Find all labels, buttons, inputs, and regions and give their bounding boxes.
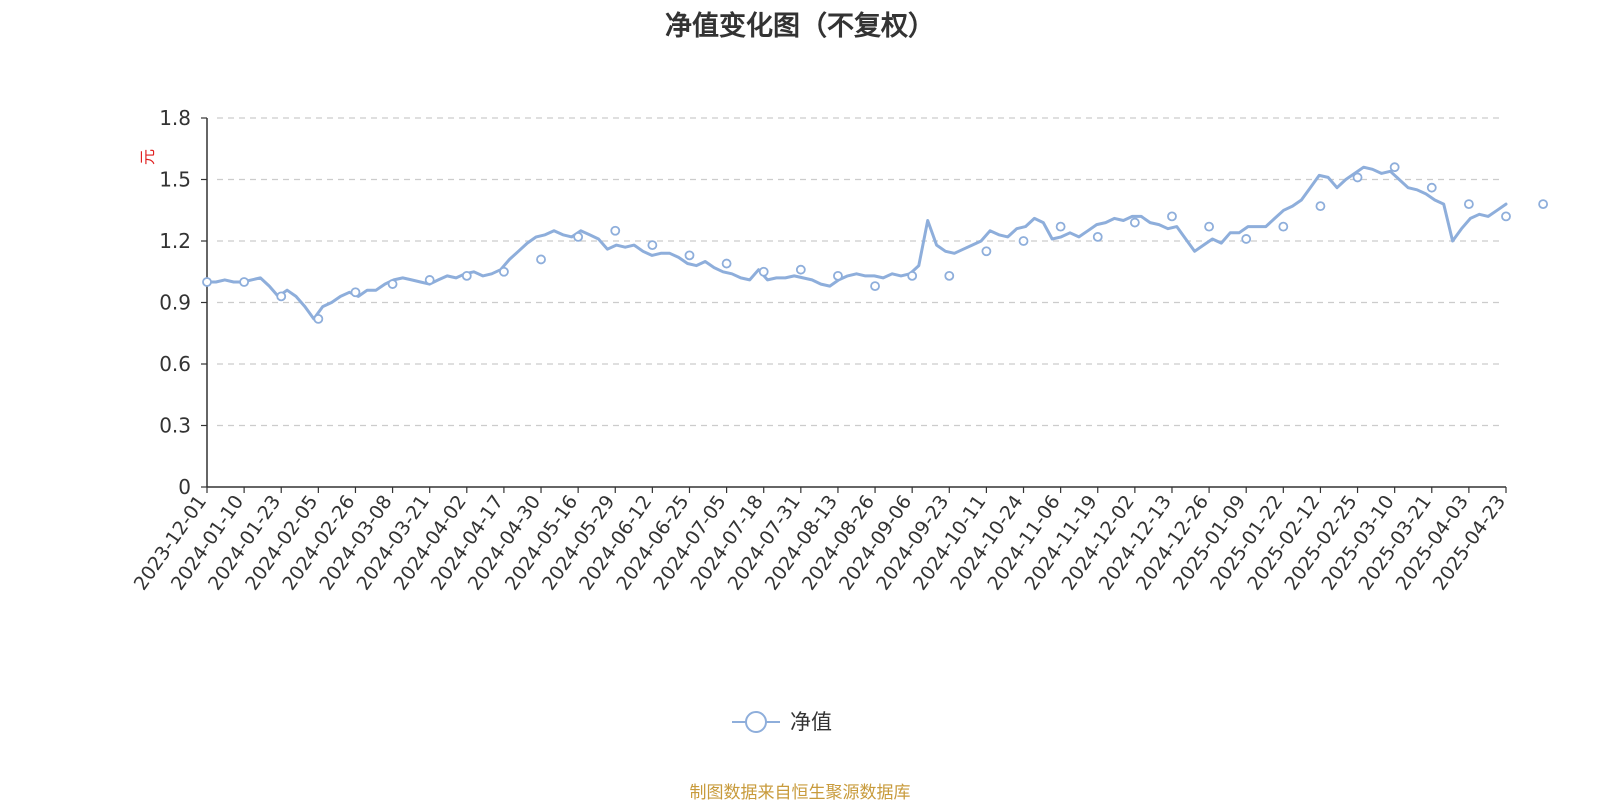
data-point-marker[interactable]	[461, 270, 472, 281]
legend-marker-icon	[745, 711, 767, 733]
data-point-marker[interactable]	[1055, 221, 1066, 232]
data-point-marker[interactable]	[1278, 221, 1289, 232]
data-point-marker[interactable]	[870, 281, 880, 292]
y-tick-label: 0.6	[159, 352, 191, 376]
data-point-marker[interactable]	[1538, 199, 1549, 210]
y-tick-label: 0	[178, 475, 191, 499]
data-point-marker[interactable]	[1241, 234, 1252, 244]
data-point-marker[interactable]	[1315, 201, 1326, 212]
series-line-net-value	[205, 165, 1508, 321]
data-point-marker[interactable]	[1167, 211, 1177, 222]
data-source-note: 制图数据来自恒生聚源数据库	[689, 783, 911, 803]
data-point-marker[interactable]	[276, 291, 287, 302]
data-point-marker[interactable]	[721, 258, 732, 269]
data-point-marker[interactable]	[1501, 211, 1511, 222]
data-point-marker[interactable]	[1129, 217, 1140, 228]
data-point-marker[interactable]	[647, 240, 658, 251]
series-markers	[202, 162, 1549, 324]
data-point-marker[interactable]	[499, 266, 509, 277]
data-point-marker[interactable]	[758, 266, 769, 277]
data-point-marker[interactable]	[313, 313, 324, 324]
y-tick-label: 0.9	[159, 291, 191, 315]
data-point-marker[interactable]	[795, 264, 806, 275]
data-point-marker[interactable]	[573, 231, 584, 242]
data-point-marker[interactable]	[833, 270, 843, 281]
series-layer	[205, 165, 1508, 321]
data-point-marker[interactable]	[981, 246, 992, 257]
data-point-marker[interactable]	[1389, 162, 1400, 173]
data-point-marker[interactable]	[350, 287, 361, 298]
data-point-marker[interactable]	[387, 279, 398, 289]
data-point-marker[interactable]	[684, 250, 695, 261]
y-tick-label: 0.3	[159, 414, 191, 438]
y-tick-label: 1.2	[159, 229, 191, 253]
legend-label: 净值	[790, 710, 832, 734]
data-point-marker[interactable]	[1018, 236, 1029, 246]
y-axis-label: 元	[138, 149, 157, 165]
y-axis-ticks: 0 0.3 0.6 0.9 1.2 1.5 1.8	[159, 106, 207, 499]
data-point-marker[interactable]	[1463, 199, 1474, 210]
grid-lines	[217, 117, 1501, 427]
x-axis-ticks: 2023-12-012024-01-102024-01-232024-02-05…	[130, 487, 1510, 594]
data-point-marker[interactable]	[1352, 172, 1363, 183]
legend[interactable]: 净值	[732, 710, 832, 734]
data-point-marker[interactable]	[907, 270, 918, 281]
y-tick-label: 1.5	[159, 168, 191, 192]
data-point-marker[interactable]	[239, 277, 250, 287]
data-point-marker[interactable]	[202, 277, 212, 287]
data-point-marker[interactable]	[944, 270, 955, 281]
y-tick-label: 1.8	[159, 106, 191, 130]
chart-title: 净值变化图（不复权）	[665, 11, 935, 42]
data-point-marker[interactable]	[610, 225, 621, 236]
data-point-marker[interactable]	[1426, 182, 1437, 193]
data-point-marker[interactable]	[1092, 231, 1103, 242]
data-point-marker[interactable]	[1204, 221, 1214, 232]
data-point-marker[interactable]	[424, 275, 435, 285]
data-point-marker[interactable]	[536, 254, 546, 265]
